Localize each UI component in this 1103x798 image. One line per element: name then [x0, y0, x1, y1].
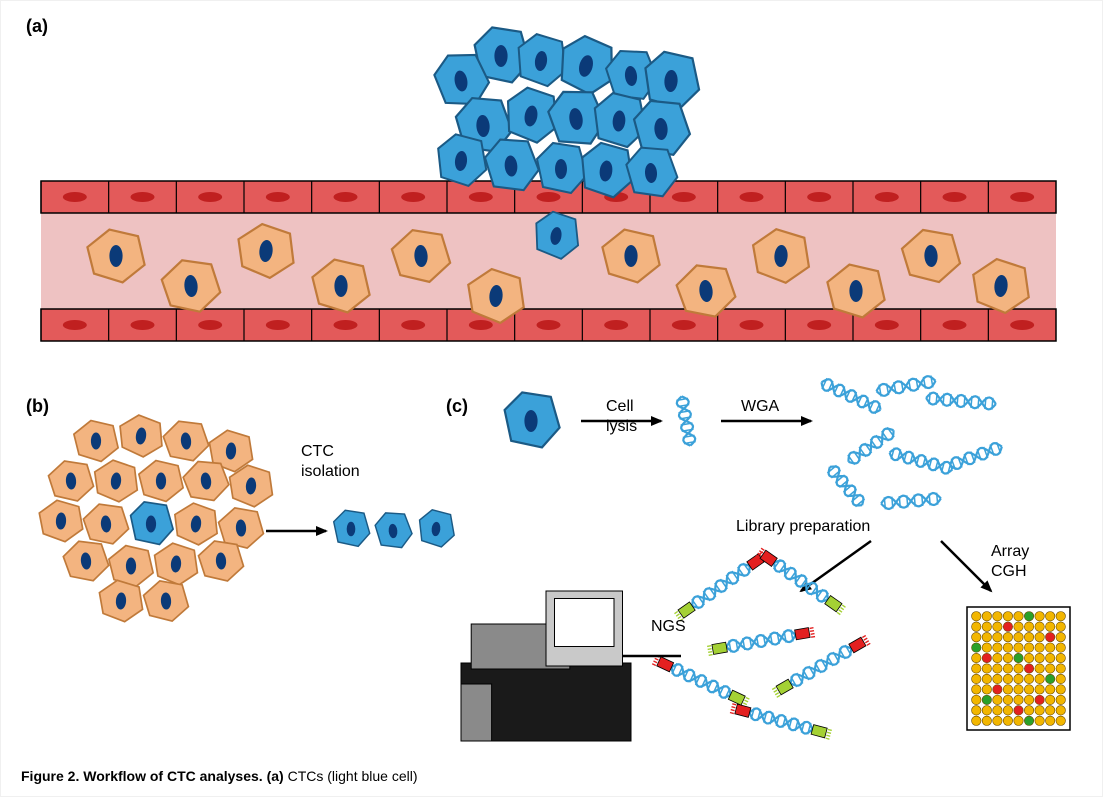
- svg-text:Cell: Cell: [606, 398, 634, 415]
- svg-text:WGA: WGA: [741, 398, 780, 415]
- svg-text:Array: Array: [991, 543, 1029, 560]
- svg-text:CTC: CTC: [301, 443, 334, 460]
- figure-svg: CTC isolation Cell lysis WGA Library preparat…: [1, 1, 1103, 798]
- figure-caption: Figure 2. Workflow of CTC analyses. (a) …: [21, 768, 418, 784]
- svg-text:Library preparation: Library preparation: [736, 518, 870, 535]
- svg-text:lysis: lysis: [606, 418, 637, 435]
- svg-text:NGS: NGS: [651, 618, 686, 635]
- caption-rest: CTCs (light blue cell): [288, 768, 418, 784]
- figure-page: (a) (b) (c) CTCisolationCelllysisWGALibr…: [0, 0, 1103, 797]
- svg-text:CGH: CGH: [991, 563, 1027, 580]
- svg-text:isolation: isolation: [301, 463, 360, 480]
- caption-lead: Figure 2. Workflow of CTC analyses. (a): [21, 768, 288, 784]
